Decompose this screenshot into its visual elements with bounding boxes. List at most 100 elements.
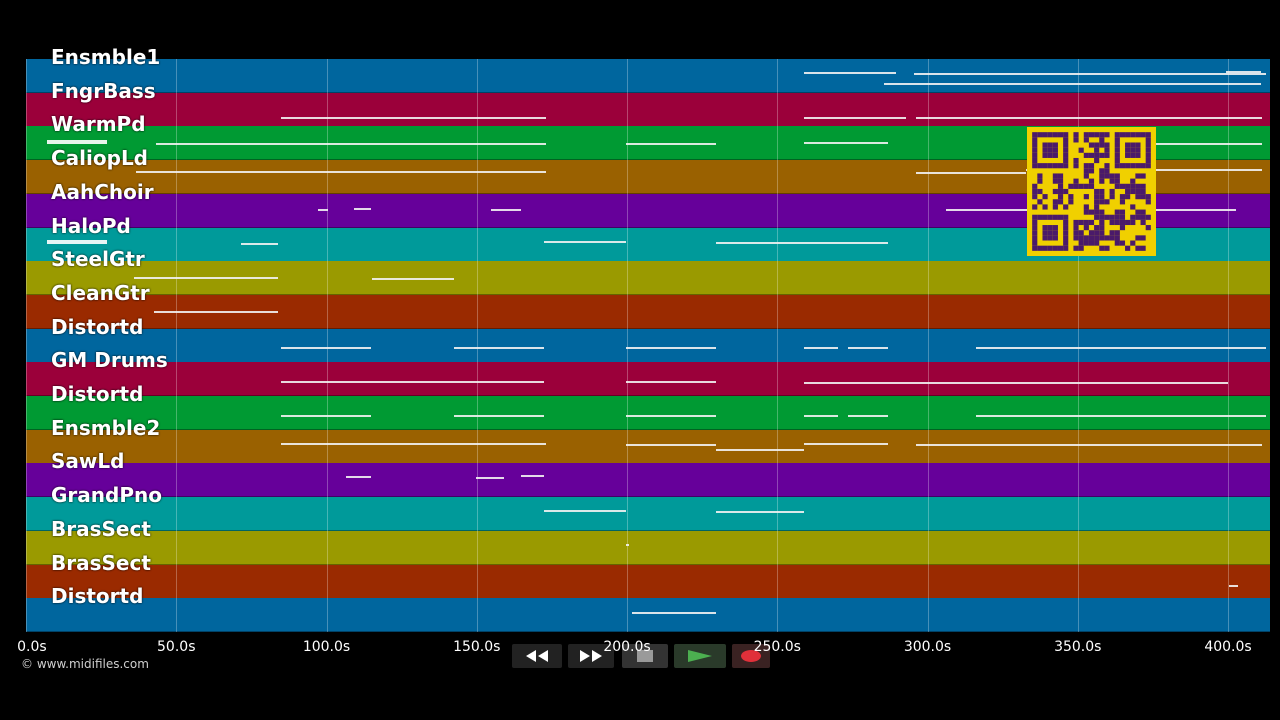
midi-note [281,117,546,119]
midi-note [1229,585,1238,587]
midi-note [716,449,804,451]
track-name: HaloPd [51,213,131,238]
midi-note [976,415,1266,417]
midi-note [354,208,371,210]
time-gridline [777,59,779,632]
midi-note [626,143,716,145]
stop-icon [637,650,653,662]
fast-forward-icon [580,650,602,662]
time-gridline [1228,59,1229,632]
midi-note [914,73,1266,75]
track-lane [26,328,1270,363]
time-tick-label: 350.0s [1054,639,1102,655]
midi-note [626,544,629,546]
rewind-button[interactable] [512,644,562,668]
track-name: AahChoir [51,179,154,204]
midi-note [1226,71,1261,73]
time-gridline [176,59,178,632]
track-name: GM Drums [51,348,168,373]
midi-note [804,117,906,119]
track-name: SteelGtr [51,247,145,272]
midi-note [848,347,888,349]
midi-note [156,143,546,145]
midi-note [281,443,546,445]
track-name: SawLd [51,449,125,474]
midi-note [134,277,278,279]
midi-note [454,347,544,349]
track-name: FngrBass [51,78,156,103]
track-lane [26,497,1270,532]
track-marker [47,140,107,144]
midi-note [521,475,544,477]
rewind-icon [526,650,548,662]
track-name: Distortd [51,584,144,609]
midi-note [544,241,626,243]
track-name: GrandPno [51,483,162,508]
midi-note [916,172,1026,174]
midi-note [318,209,328,211]
track-name: CaliopLd [51,146,149,171]
track-name: Distortd [51,314,144,339]
fast-forward-button[interactable] [568,644,614,668]
midi-note [804,415,838,417]
transport-controls [510,644,770,670]
track-name: BrasSect [51,550,151,575]
midi-note [476,477,504,479]
midi-note [884,83,1261,85]
time-tick-label: 200.0s [603,639,651,655]
midi-note [804,347,838,349]
copyright-text: © www.midifiles.com [21,657,149,671]
track-name: WarmPd [51,112,146,137]
midi-note [716,242,888,244]
midi-note [372,278,454,280]
midi-note [916,117,1262,119]
time-tick-label: 100.0s [302,639,351,655]
time-tick-label: 400.0s [1204,639,1252,655]
qr-code-icon[interactable] [1027,127,1156,256]
midi-note [241,243,278,245]
time-tick-label: 300.0s [903,639,952,655]
time-gridline [476,59,478,632]
midi-note [916,444,1262,446]
midi-note [804,142,888,144]
midi-note [491,209,521,211]
record-button[interactable] [732,644,770,668]
midi-note [1156,143,1262,145]
record-icon [741,650,761,662]
track-lane [26,59,1270,93]
midi-note [804,72,896,74]
play-button[interactable] [674,644,726,668]
midi-note [804,382,1228,384]
track-name: CleanGtr [51,280,150,305]
midi-note [976,347,1266,349]
midi-note [626,381,716,383]
track-lane [26,530,1270,565]
track-lane [26,396,1270,430]
track-lane [26,362,1270,397]
midi-note [154,311,278,313]
midi-note [626,415,716,417]
time-tick-label: 150.0s [453,639,501,655]
time-gridline [627,59,628,632]
midi-note [281,347,371,349]
time-gridline [26,59,27,632]
midi-note [136,171,546,173]
midi-note [804,443,888,445]
time-gridline [927,59,929,632]
time-tick-label: 0.0s [17,639,47,655]
time-tick-label: 50.0s [157,639,196,655]
midi-note [281,415,371,417]
time-tick-label: 250.0s [753,639,801,655]
stop-button[interactable] [622,644,668,668]
midi-note [626,347,716,349]
track-marker [47,240,107,244]
midi-note [632,612,716,614]
track-name: Ensmble2 [51,415,161,440]
play-icon [688,650,712,662]
time-gridline [326,59,328,632]
track-lane [26,598,1270,633]
track-name: Ensmble1 [51,45,161,69]
track-lane [26,92,1270,127]
midi-note [454,415,544,417]
midi-note [848,415,888,417]
